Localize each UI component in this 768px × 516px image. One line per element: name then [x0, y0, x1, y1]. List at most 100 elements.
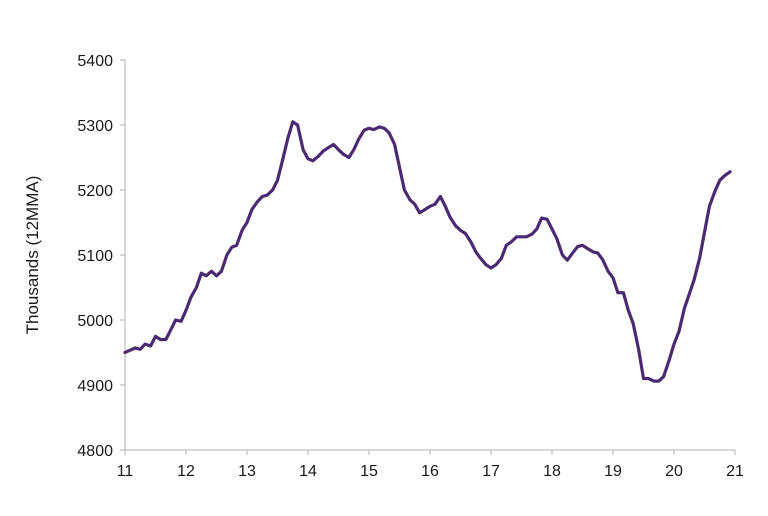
data-point	[291, 120, 294, 124]
data-point	[474, 250, 477, 253]
data-point	[637, 348, 640, 351]
data-point	[433, 203, 437, 206]
data-point	[332, 143, 335, 146]
data-point	[439, 195, 442, 198]
data-point	[570, 252, 574, 255]
data-point	[596, 251, 599, 255]
data-point	[387, 131, 391, 134]
data-point	[555, 237, 559, 240]
data-point	[322, 149, 325, 153]
data-point	[692, 278, 696, 281]
data-point	[601, 258, 604, 261]
x-tick-label: 21	[726, 463, 744, 480]
data-point	[509, 240, 513, 244]
data-point	[286, 136, 290, 140]
data-point	[245, 221, 249, 224]
data-point	[256, 200, 259, 203]
data-point	[306, 157, 310, 160]
data-point	[683, 307, 686, 310]
data-point	[667, 359, 671, 362]
y-tick-label: 5300	[77, 118, 113, 135]
data-point	[372, 128, 376, 131]
data-point	[357, 138, 360, 141]
data-point	[561, 253, 564, 257]
data-point	[545, 218, 549, 221]
data-point	[566, 259, 569, 262]
data-point	[169, 328, 172, 331]
data-point	[347, 156, 351, 159]
data-point	[164, 338, 168, 341]
series-layer	[123, 120, 732, 383]
y-tick-label: 5000	[77, 313, 113, 330]
data-point	[494, 263, 498, 266]
data-point	[657, 379, 660, 383]
data-point	[337, 148, 340, 151]
data-point	[352, 148, 355, 151]
x-tick-label: 15	[360, 463, 378, 480]
data-point	[500, 257, 503, 260]
data-point	[606, 270, 610, 273]
data-point	[647, 377, 650, 380]
x-tick-label: 11	[117, 463, 134, 480]
data-point	[505, 244, 508, 247]
data-point	[210, 270, 213, 273]
data-point	[296, 123, 299, 127]
data-point	[378, 125, 381, 129]
data-point	[616, 291, 620, 294]
data-point	[530, 233, 534, 236]
x-tick-label: 19	[604, 463, 622, 480]
data-point	[479, 257, 482, 260]
data-point	[652, 379, 656, 383]
x-tick-label: 17	[482, 463, 500, 480]
data-point	[317, 155, 320, 158]
data-point	[464, 232, 467, 235]
data-point	[383, 127, 386, 130]
data-point	[622, 291, 625, 294]
data-point	[535, 227, 538, 231]
data-point	[642, 377, 645, 380]
data-point	[215, 274, 218, 277]
data-point	[123, 351, 127, 354]
data-point	[728, 170, 732, 173]
data-point	[581, 244, 584, 247]
data-point	[393, 143, 396, 146]
data-point	[708, 205, 711, 208]
data-point	[362, 129, 366, 132]
x-tick-label: 16	[421, 463, 439, 480]
x-tick-label: 12	[177, 463, 195, 480]
data-point	[576, 245, 579, 248]
data-point	[235, 244, 238, 247]
data-point	[189, 296, 193, 299]
data-point	[718, 179, 721, 182]
data-point	[677, 330, 681, 333]
data-point	[428, 205, 432, 208]
data-point	[489, 266, 493, 270]
data-point	[149, 344, 152, 348]
data-point	[688, 292, 691, 296]
data-point	[723, 174, 726, 177]
data-point	[398, 166, 401, 169]
data-point	[698, 257, 701, 260]
data-point	[448, 216, 452, 219]
data-point	[469, 240, 473, 244]
data-point	[423, 208, 427, 211]
data-point	[276, 179, 279, 182]
data-point	[454, 224, 457, 227]
y-axis-title: Thousands (12MMA)	[23, 176, 42, 335]
data-point	[586, 247, 589, 250]
data-point	[672, 342, 676, 346]
data-point	[703, 231, 706, 234]
data-point	[174, 318, 177, 322]
y-tick-label: 5400	[77, 53, 113, 70]
x-tick-label: 14	[299, 463, 317, 480]
data-point	[403, 188, 406, 192]
data-point	[459, 229, 462, 232]
data-point	[367, 127, 371, 130]
x-axis: 11 12 13 14 15 16 17 18 19 20 21	[117, 449, 744, 480]
data-point	[631, 322, 635, 325]
data-point	[271, 188, 274, 192]
data-point	[550, 227, 554, 231]
data-point	[342, 153, 345, 156]
data-point	[281, 159, 284, 162]
